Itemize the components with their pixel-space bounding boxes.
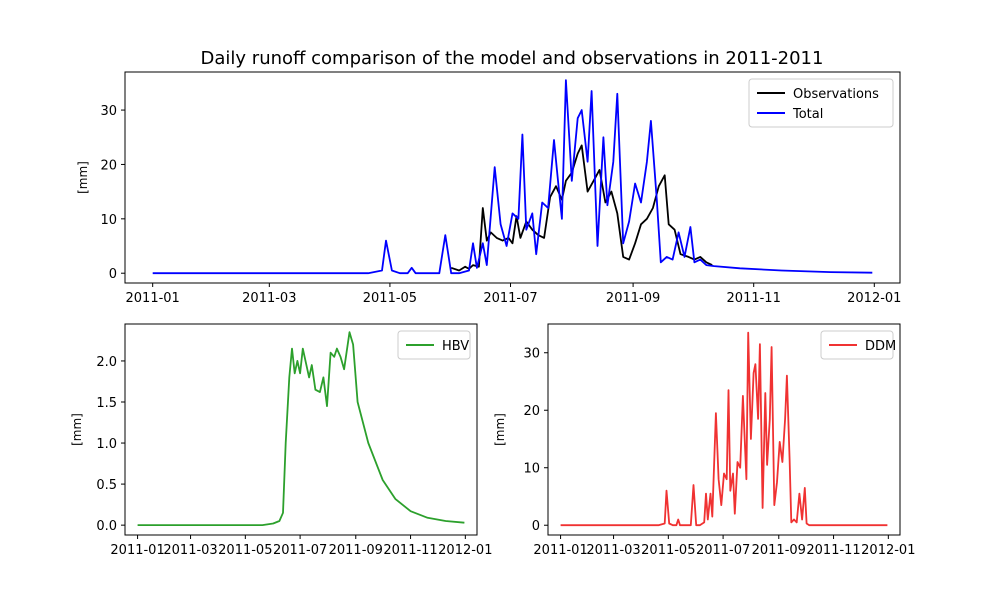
x-tick-label: 2011-07 bbox=[273, 543, 327, 558]
x-tick-label: 2011-03 bbox=[242, 291, 296, 306]
x-tick-label: 2011-05 bbox=[363, 291, 417, 306]
x-tick-label: 2011-01 bbox=[533, 543, 587, 558]
x-tick-label: 2012-01 bbox=[847, 291, 901, 306]
y-tick-label: 0.0 bbox=[96, 519, 117, 534]
x-tick-label: 2011-09 bbox=[606, 291, 660, 306]
x-tick-label: 2011-11 bbox=[806, 543, 860, 558]
y-tick-label: 30 bbox=[100, 104, 117, 119]
x-tick-label: 2011-01 bbox=[126, 291, 180, 306]
x-tick-label: 2011-11 bbox=[727, 291, 781, 306]
series-line-hbv bbox=[137, 331, 465, 526]
y-tick-label: 0 bbox=[532, 519, 540, 534]
x-tick-label: 2011-05 bbox=[641, 543, 695, 558]
axes-frame bbox=[124, 71, 901, 284]
axes-frame bbox=[124, 323, 478, 536]
x-tick-label: 2011-05 bbox=[218, 543, 272, 558]
y-tick-label: 1.5 bbox=[96, 396, 117, 411]
y-tick-label: 2.0 bbox=[96, 355, 117, 370]
x-tick-label: 2012-01 bbox=[438, 543, 492, 558]
y-tick-label: 30 bbox=[523, 347, 540, 362]
legend-label-observations: Observations bbox=[793, 87, 879, 102]
x-tick-label: 2011-03 bbox=[163, 543, 217, 558]
y-tick-label: 0.5 bbox=[96, 478, 117, 493]
panel-top: 2011-01 2011-03 2011-05 2011-07 2011-09 2011-… bbox=[76, 71, 901, 306]
legend-label-hbv: HBV bbox=[442, 339, 469, 354]
chart-title: Daily runoff comparison of the model and… bbox=[201, 48, 824, 69]
y-tick-label: 1.0 bbox=[96, 437, 117, 452]
legend-label-ddm: DDM bbox=[865, 339, 896, 354]
x-tick-label: 2011-01 bbox=[110, 543, 164, 558]
y-axis-label: [mm] bbox=[70, 413, 84, 446]
axes-frame bbox=[547, 323, 901, 536]
x-tick-label: 2011-03 bbox=[586, 543, 640, 558]
y-tick-label: 20 bbox=[523, 404, 540, 419]
y-tick-label: 10 bbox=[523, 462, 540, 477]
legend-box bbox=[748, 78, 894, 128]
y-tick-label: 10 bbox=[100, 213, 117, 228]
x-tick-label: 2012-01 bbox=[861, 543, 915, 558]
x-tick-label: 2011-07 bbox=[696, 543, 750, 558]
y-axis-label: [mm] bbox=[493, 413, 507, 446]
series-line-total bbox=[152, 79, 873, 275]
x-tick-label: 2011-09 bbox=[752, 543, 806, 558]
y-tick-label: 20 bbox=[100, 158, 117, 173]
y-tick-label: 0 bbox=[109, 267, 117, 282]
x-tick-label: 2011-07 bbox=[483, 291, 537, 306]
x-tick-label: 2011-09 bbox=[329, 543, 383, 558]
legend-label-total: Total bbox=[792, 107, 823, 122]
y-axis-label: [mm] bbox=[76, 161, 90, 194]
x-tick-label: 2011-11 bbox=[383, 543, 437, 558]
series-line-ddm bbox=[560, 331, 888, 527]
